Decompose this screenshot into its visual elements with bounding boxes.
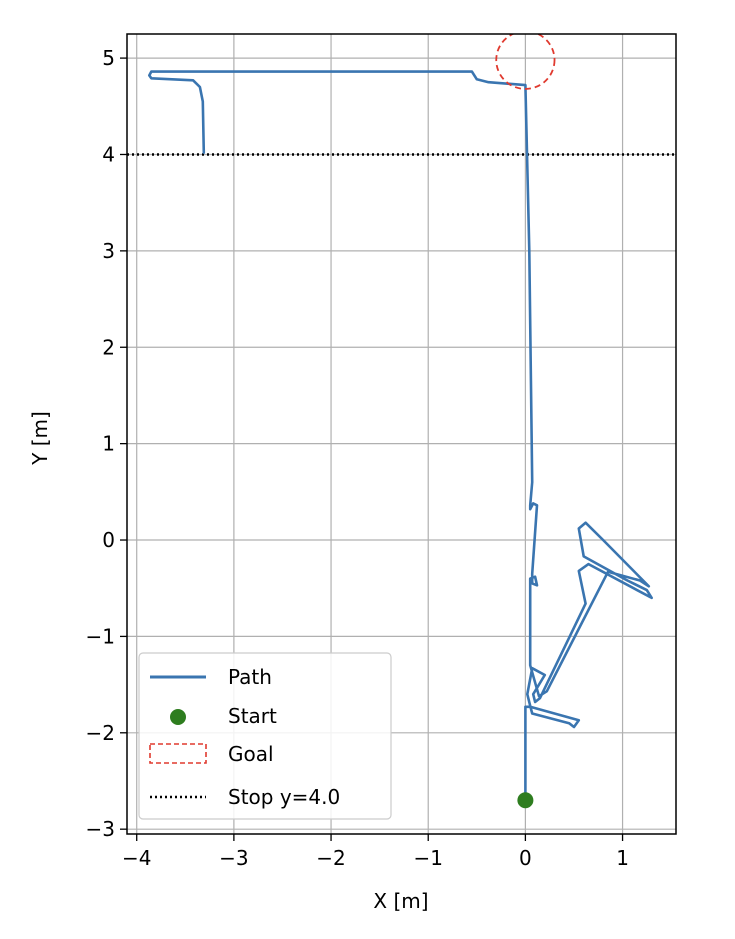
y-tick-label: 1 <box>102 432 115 456</box>
y-tick-label: −3 <box>86 817 115 841</box>
legend-frame <box>138 652 392 820</box>
x-tick-label: −1 <box>413 846 442 870</box>
series-layer <box>127 34 676 809</box>
y-tick-label: 2 <box>102 335 115 359</box>
y-tick-label: −2 <box>86 721 115 745</box>
legend-goal-label: Goal <box>228 742 274 766</box>
y-tick-label: 3 <box>102 239 115 263</box>
y-tick-label: 5 <box>102 46 115 70</box>
plot-frame <box>126 33 677 835</box>
y-tick-label: 4 <box>102 142 115 166</box>
x-tick-label: 0 <box>519 846 532 870</box>
legend-path-label: Path <box>228 665 272 689</box>
x-tick-label: 1 <box>616 846 629 870</box>
legend-stop-label: Stop y=4.0 <box>228 785 340 809</box>
x-axis-label: X [m] <box>373 889 428 913</box>
goal-circle <box>495 34 556 90</box>
y-axis-label: Y [m] <box>28 411 52 466</box>
grid-lines <box>127 34 676 834</box>
legend-goal-swatch <box>149 743 207 764</box>
axis-ticks: −4 −3 −2 −1 0 1 −3 −2 −1 0 1 2 3 4 5 <box>86 46 629 870</box>
path-series-line <box>148 70 654 802</box>
legend-start-swatch <box>170 709 186 725</box>
x-tick-label: −3 <box>219 846 248 870</box>
legend: Path Start Goal Stop y=4.0 <box>138 652 392 820</box>
y-tick-label: −1 <box>86 624 115 648</box>
x-tick-label: −2 <box>316 846 345 870</box>
y-tick-label: 0 <box>102 528 115 552</box>
start-point <box>517 792 534 809</box>
legend-start-label: Start <box>228 704 277 728</box>
x-tick-label: −4 <box>122 846 151 870</box>
